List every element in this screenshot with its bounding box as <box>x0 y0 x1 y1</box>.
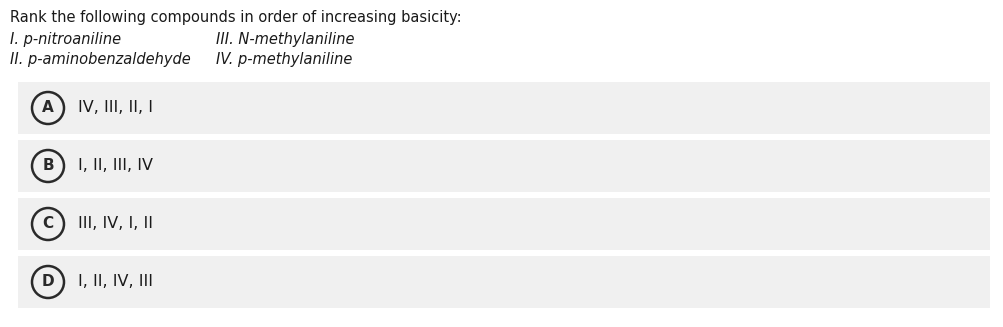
Text: IV. p-methylaniline: IV. p-methylaniline <box>216 52 352 67</box>
FancyBboxPatch shape <box>18 256 989 308</box>
Text: I, II, IV, III: I, II, IV, III <box>78 274 152 289</box>
Text: C: C <box>42 216 53 232</box>
FancyBboxPatch shape <box>18 82 989 134</box>
Text: B: B <box>42 159 54 174</box>
FancyBboxPatch shape <box>18 198 989 250</box>
Text: III, IV, I, II: III, IV, I, II <box>78 216 152 232</box>
Text: III. N-methylaniline: III. N-methylaniline <box>216 32 354 47</box>
Text: IV, III, II, I: IV, III, II, I <box>78 100 152 115</box>
Text: I, II, III, IV: I, II, III, IV <box>78 159 152 174</box>
Text: A: A <box>42 100 54 115</box>
Text: Rank the following compounds in order of increasing basicity:: Rank the following compounds in order of… <box>10 10 461 25</box>
Text: II. p-aminobenzaldehyde: II. p-aminobenzaldehyde <box>10 52 191 67</box>
FancyBboxPatch shape <box>18 140 989 192</box>
Text: D: D <box>42 274 54 289</box>
Text: I. p-nitroaniline: I. p-nitroaniline <box>10 32 121 47</box>
